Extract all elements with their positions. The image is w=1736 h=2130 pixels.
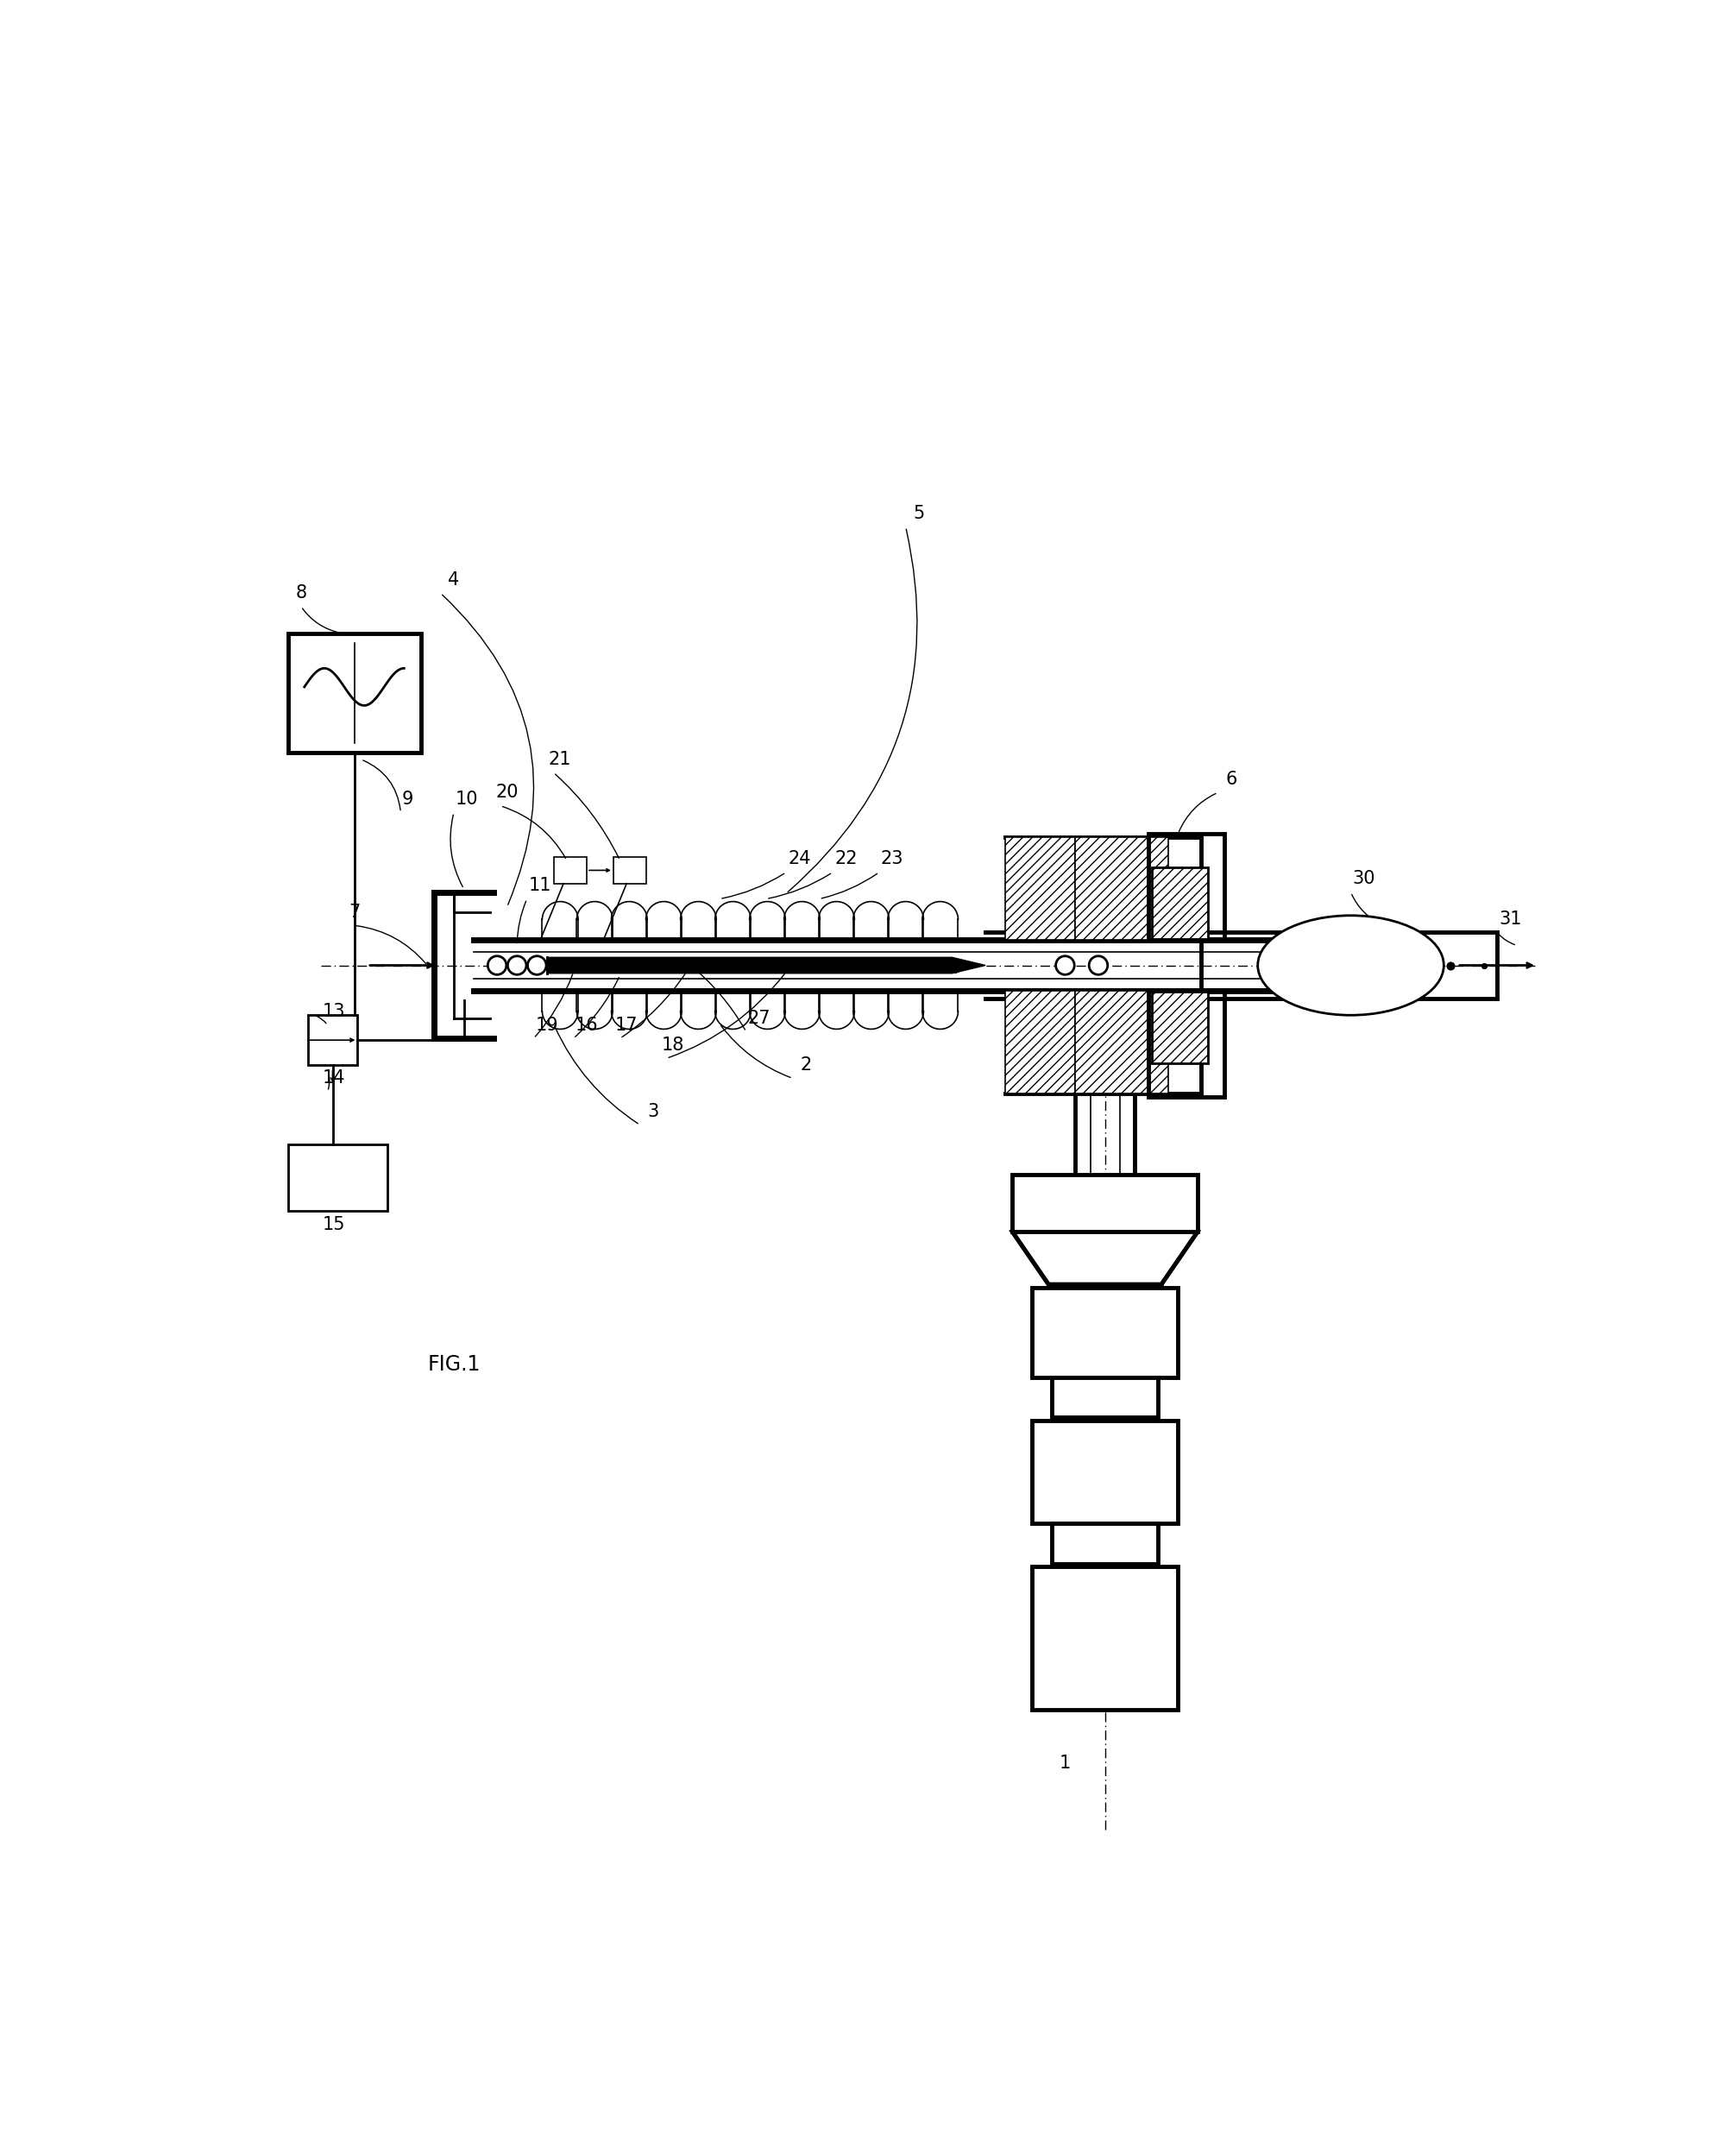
Text: 23: 23 (880, 850, 904, 867)
Text: 30: 30 (1352, 871, 1375, 888)
Bar (307, 1016, 358, 1065)
Text: 26: 26 (1033, 1037, 1057, 1054)
Bar (613, 856, 646, 884)
Circle shape (528, 956, 547, 976)
Text: 6: 6 (1226, 771, 1238, 788)
Text: 16: 16 (575, 1016, 599, 1033)
Text: 9: 9 (401, 790, 413, 807)
Bar (1151, 990, 1208, 1063)
Bar (1052, 1523, 1158, 1563)
Text: 11: 11 (529, 878, 552, 895)
Text: 1: 1 (1059, 1755, 1071, 1772)
Text: 10: 10 (457, 790, 479, 807)
Text: 14: 14 (323, 1069, 345, 1086)
Bar (1052, 1378, 1158, 1416)
Bar (554, 856, 587, 884)
Text: 20: 20 (495, 784, 519, 801)
Text: 22: 22 (835, 850, 858, 867)
Bar (1005, 837, 1075, 939)
Text: 27: 27 (748, 1010, 771, 1027)
Bar (1012, 1174, 1198, 1231)
Bar (1031, 1289, 1179, 1378)
Text: 7: 7 (349, 903, 359, 920)
Bar (1075, 837, 1168, 939)
Text: FIG.1: FIG.1 (427, 1355, 481, 1374)
Text: 17: 17 (615, 1016, 639, 1033)
Text: 15: 15 (323, 1216, 345, 1233)
Text: 31: 31 (1498, 910, 1522, 927)
Text: 2: 2 (800, 1056, 812, 1074)
Text: 25: 25 (1101, 1037, 1123, 1054)
Text: 29: 29 (1073, 850, 1097, 867)
Bar (1151, 867, 1208, 939)
Text: 5: 5 (913, 505, 925, 522)
Text: 8: 8 (295, 584, 307, 603)
Text: 19: 19 (535, 1016, 559, 1033)
Text: 13: 13 (323, 1003, 345, 1020)
Ellipse shape (1259, 916, 1444, 1016)
Circle shape (1055, 956, 1075, 976)
Circle shape (507, 956, 526, 976)
Bar (1031, 1568, 1179, 1710)
Text: 3: 3 (648, 1103, 660, 1120)
Circle shape (1088, 956, 1108, 976)
Bar (1005, 990, 1075, 1093)
Text: 4: 4 (448, 571, 460, 588)
Bar (1147, 990, 1224, 1097)
Bar (288, 633, 420, 752)
Text: 28: 28 (1127, 850, 1149, 867)
Text: 21: 21 (549, 750, 571, 769)
Bar (1147, 833, 1224, 939)
Circle shape (488, 956, 507, 976)
Bar (1031, 1421, 1179, 1523)
Polygon shape (547, 956, 986, 973)
Text: 18: 18 (661, 1037, 684, 1054)
Bar (1075, 990, 1168, 1093)
Bar (288, 1144, 387, 1212)
Text: 24: 24 (788, 850, 811, 867)
